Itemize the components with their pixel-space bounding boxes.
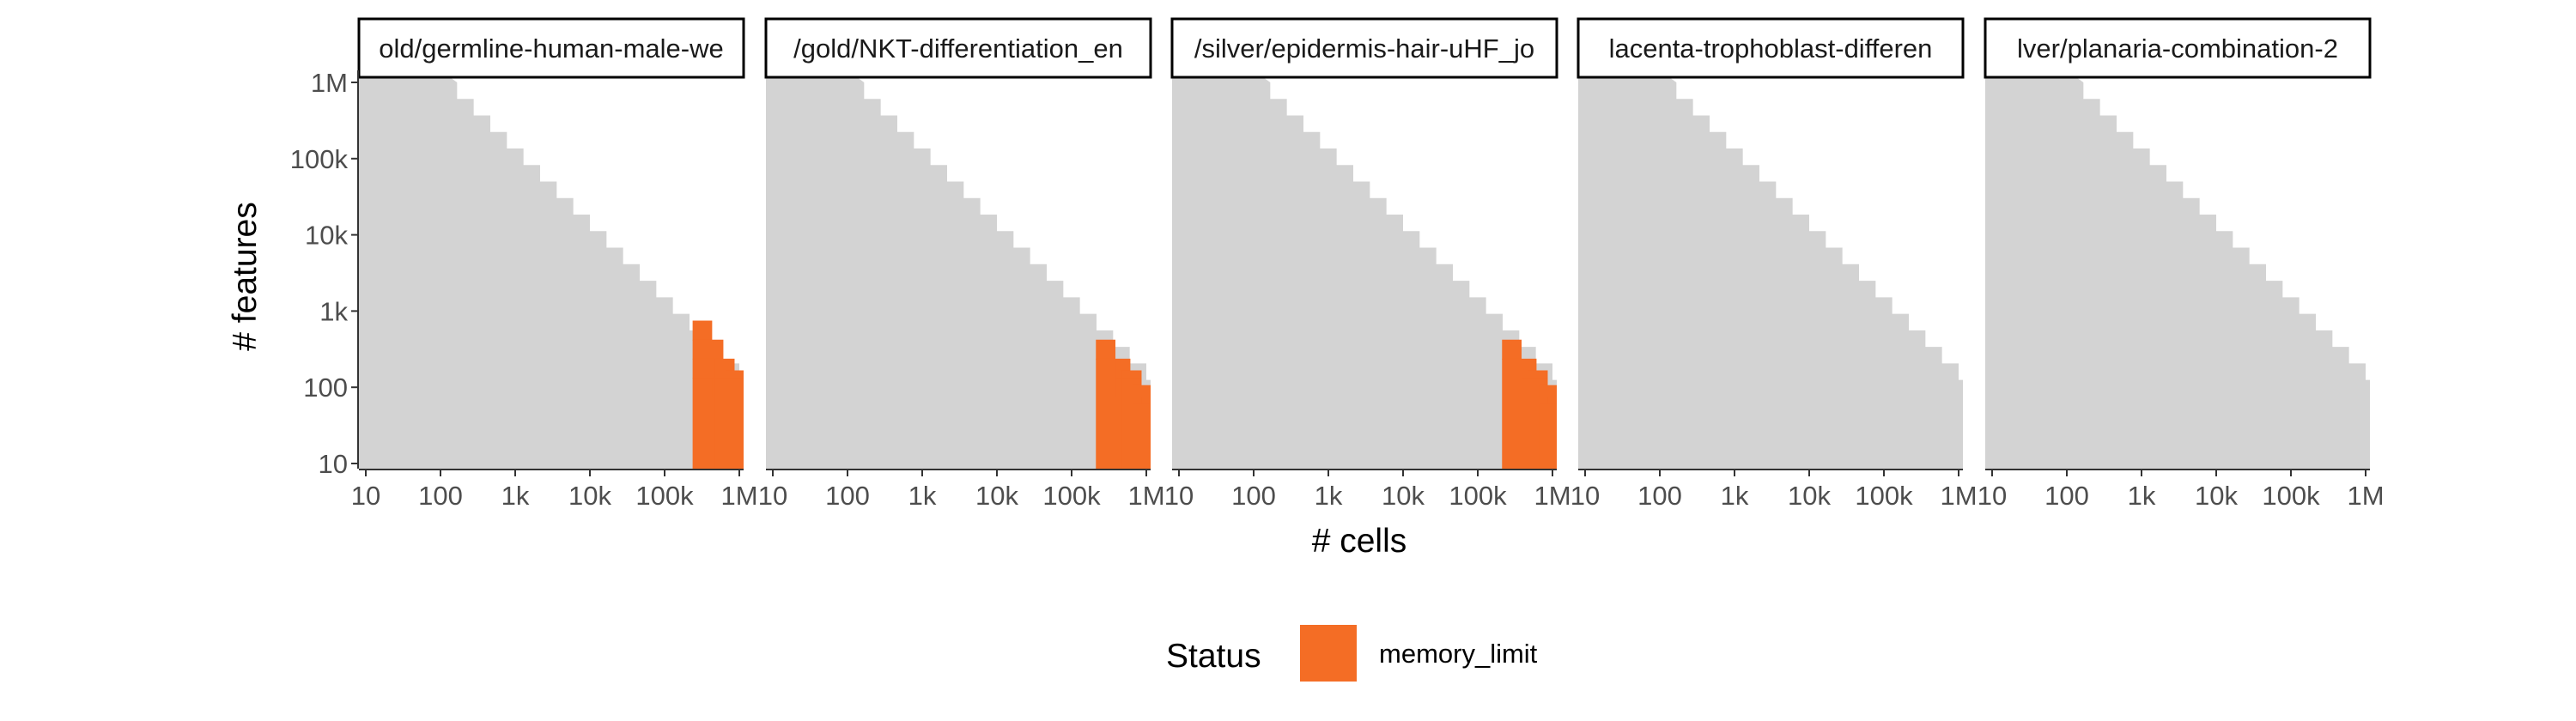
x-tick-label: 100: [418, 481, 463, 511]
panel-tiles: [1578, 70, 1963, 469]
legend-label: memory_limit: [1379, 639, 1538, 669]
x-tick-label: 10: [1164, 481, 1194, 511]
facet-panel: 10 100 1k 10k 100k 1M/silver/epidermis-hair-u…: [1164, 17, 1571, 511]
succeeded-region: [359, 70, 744, 469]
x-tick-label: 10: [1978, 481, 2007, 511]
memory-limit-tile: [1502, 339, 1522, 360]
memory-limit-tile: [726, 378, 744, 398]
x-tick-label: 1M: [1940, 481, 1977, 511]
x-tick-label: 10: [351, 481, 380, 511]
facet-title: lver/planaria-combination-2: [2017, 33, 2338, 64]
x-tick-label: 1k: [908, 481, 937, 511]
legend: Status memory_limit: [1166, 625, 1538, 682]
facet-title: /silver/epidermis-hair-uHF_jo: [1194, 33, 1534, 64]
x-tick-label: 100: [1231, 481, 1276, 511]
x-tick-label: 10k: [2195, 481, 2238, 511]
facet-title: /gold/NKT-differentiation_en: [793, 33, 1123, 64]
facet-title: lacenta-trophoblast-differen: [1609, 33, 1933, 64]
x-tick-label: 100k: [1042, 481, 1101, 511]
x-tick-label: 1M: [720, 481, 757, 511]
memory-limit-tile: [1096, 358, 1116, 469]
strip-box: [1577, 17, 1965, 79]
x-tick-label: 100k: [1855, 481, 1913, 511]
x-tick-label: 1M: [1127, 481, 1164, 511]
succeeded-region: [1985, 70, 2370, 469]
memory-limit-tile: [1133, 403, 1151, 469]
x-tick-label: 1k: [1721, 481, 1749, 511]
x-tick-label: 1k: [2128, 481, 2156, 511]
succeeded-region: [1578, 70, 1963, 469]
memory-limit-tile: [1096, 339, 1116, 360]
x-tick-label: 1M: [1534, 481, 1571, 511]
x-tick-label: 100k: [1449, 481, 1507, 511]
x-tick-label: 10k: [1788, 481, 1831, 511]
facet-panel: 10 100 1k 10k 100k 1M lver/planaria-combinatio…: [1978, 17, 2385, 511]
legend-swatch: [1300, 625, 1357, 682]
memory-limit-tile: [1539, 403, 1557, 469]
panel-tiles: [359, 70, 744, 469]
x-tick-label: 10k: [568, 481, 611, 511]
memory-limit-tile: [726, 397, 744, 469]
x-tick-label: 100k: [635, 481, 694, 511]
y-tick-label: 1M: [311, 68, 348, 98]
x-tick-label: 10k: [975, 481, 1018, 511]
strip-box: [357, 17, 745, 79]
x-tick-label: 10k: [1382, 481, 1425, 511]
x-tick-label: 1k: [1315, 481, 1343, 511]
memory-limit-tile: [703, 339, 724, 360]
panel-tiles: [766, 70, 1151, 469]
x-tick-label: 100: [1637, 481, 1682, 511]
strip-box: [764, 17, 1152, 79]
succeeded-region: [766, 70, 1151, 469]
x-tick-label: 1k: [501, 481, 530, 511]
facet-panels: 10 100 1k 10k 100k 1M old/germline-human-male-…: [351, 17, 2385, 511]
legend-title: Status: [1166, 638, 1261, 675]
memory-limit-tile: [692, 320, 713, 341]
y-tick-label: 10k: [305, 221, 348, 251]
facet-panel: 10 100 1k 10k 100k 1M/gold/NKT-differentiatio…: [758, 17, 1165, 511]
y-tick-label: 100k: [290, 144, 349, 174]
y-tick-label: 100: [303, 373, 348, 403]
x-tick-label: 100k: [2262, 481, 2320, 511]
strip-box: [1984, 17, 2372, 79]
panel-tiles: [1985, 70, 2370, 469]
x-tick-label: 10: [1571, 481, 1600, 511]
x-tick-label: 100: [825, 481, 870, 511]
x-axis-title: # cells: [1312, 523, 1407, 560]
succeeded-region: [1172, 70, 1557, 469]
strip-box: [1170, 17, 1558, 79]
x-tick-label: 1M: [2347, 481, 2384, 511]
x-tick-label: 100: [2044, 481, 2089, 511]
x-tick-label: 10: [758, 481, 787, 511]
panel-tiles: [1172, 70, 1557, 469]
memory-limit-tile: [1502, 358, 1522, 469]
facet-title: old/germline-human-male-we: [379, 33, 723, 64]
y-axis-title: # features: [227, 202, 264, 350]
facet-panel: 10 100 1k 10k 100k 1M old/germline-human-male-…: [351, 17, 758, 511]
y-tick-label: 1k: [319, 296, 348, 326]
facet-panel: 10 100 1k 10k 100k 1M lacenta-trophoblast-diff…: [1571, 17, 1978, 511]
y-tick-label: 10: [319, 449, 348, 479]
